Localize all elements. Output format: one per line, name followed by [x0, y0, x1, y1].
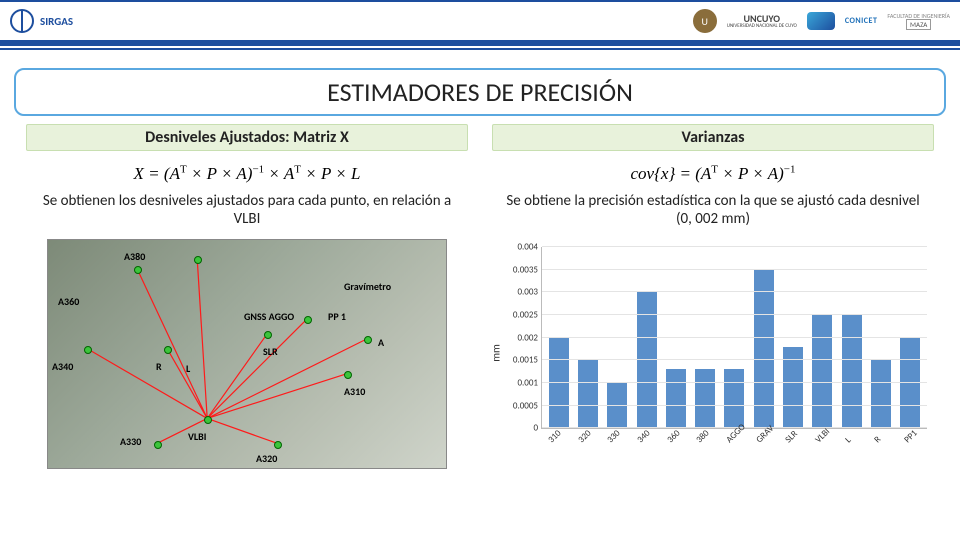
pt-label: A — [378, 336, 384, 349]
chart-bar — [578, 360, 598, 428]
pt-label: SLR — [263, 345, 278, 358]
chart-ytick: 0.0015 — [513, 355, 538, 366]
pt-label: GNSS AGGO — [244, 310, 294, 323]
chart-xlabels: 310320330340360380AGGOGRAVSLRVLBILRPP1 — [541, 429, 927, 463]
left-column: Desniveles Ajustados: Matriz X X = (AT ×… — [14, 124, 480, 469]
chart-ytick: 0 — [533, 423, 538, 434]
chart-bars — [542, 247, 927, 428]
chart-bar — [842, 315, 862, 428]
chart-xlabel: PP1 — [902, 423, 940, 461]
pt-label: Gravímetro — [344, 280, 391, 293]
variance-chart: mm 00.00050.0010.00150.0020.00250.0030.0… — [493, 243, 933, 463]
survey-lines-icon — [48, 240, 446, 468]
chart-bar — [724, 369, 744, 428]
chart-area: 00.00050.0010.00150.0020.00250.0030.0035… — [541, 247, 927, 429]
chart-xlabel: 380 — [694, 423, 732, 461]
chart-ytick: 0.003 — [517, 287, 538, 298]
page-title: ESTIMADORES DE PRECISIÓN — [14, 68, 946, 116]
chart-bar — [900, 338, 920, 429]
chart-bar — [666, 369, 686, 428]
header-bar: SIRGAS U UNCUYO UNIVERSIDAD NACIONAL DE … — [0, 0, 960, 46]
left-section-title: Desniveles Ajustados: Matriz X — [26, 124, 469, 151]
infinity-icon — [807, 12, 835, 30]
content-columns: Desniveles Ajustados: Matriz X X = (AT ×… — [0, 124, 960, 469]
sirgas-text: SIRGAS — [40, 15, 73, 28]
pt-label: A320 — [256, 452, 277, 465]
site-aerial-image: A380 A360 A340 R L A330 VLBI SLR A320 A3… — [47, 239, 447, 469]
chart-xlabel: R — [872, 423, 910, 461]
right-section-title: Varianzas — [492, 124, 935, 151]
pt-label: A330 — [120, 435, 141, 448]
chart-bar — [549, 338, 569, 429]
chart-bar — [637, 292, 657, 428]
globe-icon — [10, 9, 34, 33]
chart-xlabel: 310 — [546, 423, 584, 461]
pt-label: PP 1 — [328, 310, 346, 323]
facultad-logo: FACULTAD DE INGENIERÍA MAZA — [887, 13, 950, 30]
chart-xlabel: 340 — [635, 423, 673, 461]
chart-xlabel: L — [843, 423, 881, 461]
chart-ylabel: mm — [489, 344, 502, 362]
pt-label: A360 — [58, 295, 79, 308]
chart-ytick: 0.0035 — [513, 264, 538, 275]
pt-label: A340 — [52, 360, 73, 373]
right-formula: cov{x} = (AT × P × A)−1 — [631, 163, 796, 184]
chart-xlabel: GRAV — [754, 423, 792, 461]
left-formula: X = (AT × P × A)−1 × AT × P × L — [134, 163, 361, 184]
chart-ytick: 0.0025 — [513, 310, 538, 321]
pt-label: VLBI — [188, 430, 206, 443]
partner-logos: U UNCUYO UNIVERSIDAD NACIONAL DE CUYO CO… — [693, 9, 950, 33]
conicet-logo: CONICET — [845, 16, 878, 26]
chart-xlabel: 330 — [605, 423, 643, 461]
chart-bar — [871, 360, 891, 428]
uncuyo-badge-icon: U — [693, 9, 717, 33]
chart-ytick: 0.004 — [517, 242, 538, 253]
left-description: Se obtienen los desniveles ajustados par… — [37, 192, 457, 230]
chart-xlabel: 320 — [576, 423, 614, 461]
chart-bar — [695, 369, 715, 428]
pt-label: R — [156, 360, 162, 373]
chart-xlabel: 360 — [665, 423, 703, 461]
chart-xlabel: VLBI — [813, 423, 851, 461]
chart-xlabel: AGGO — [724, 423, 762, 461]
chart-xlabel: SLR — [783, 423, 821, 461]
chart-ytick: 0.001 — [517, 377, 538, 388]
chart-bar — [812, 315, 832, 428]
pt-label: L — [186, 362, 190, 375]
right-description: Se obtiene la precisión estadística con … — [503, 192, 923, 230]
chart-ytick: 0.0005 — [513, 400, 538, 411]
right-column: Varianzas cov{x} = (AT × P × A)−1 Se obt… — [480, 124, 946, 469]
uncuyo-logo: UNCUYO UNIVERSIDAD NACIONAL DE CUYO — [727, 14, 797, 29]
chart-ytick: 0.002 — [517, 332, 538, 343]
pt-label: A380 — [124, 250, 145, 263]
chart-bar — [607, 383, 627, 428]
sirgas-logo: SIRGAS — [10, 9, 73, 33]
pt-label: A310 — [344, 385, 365, 398]
